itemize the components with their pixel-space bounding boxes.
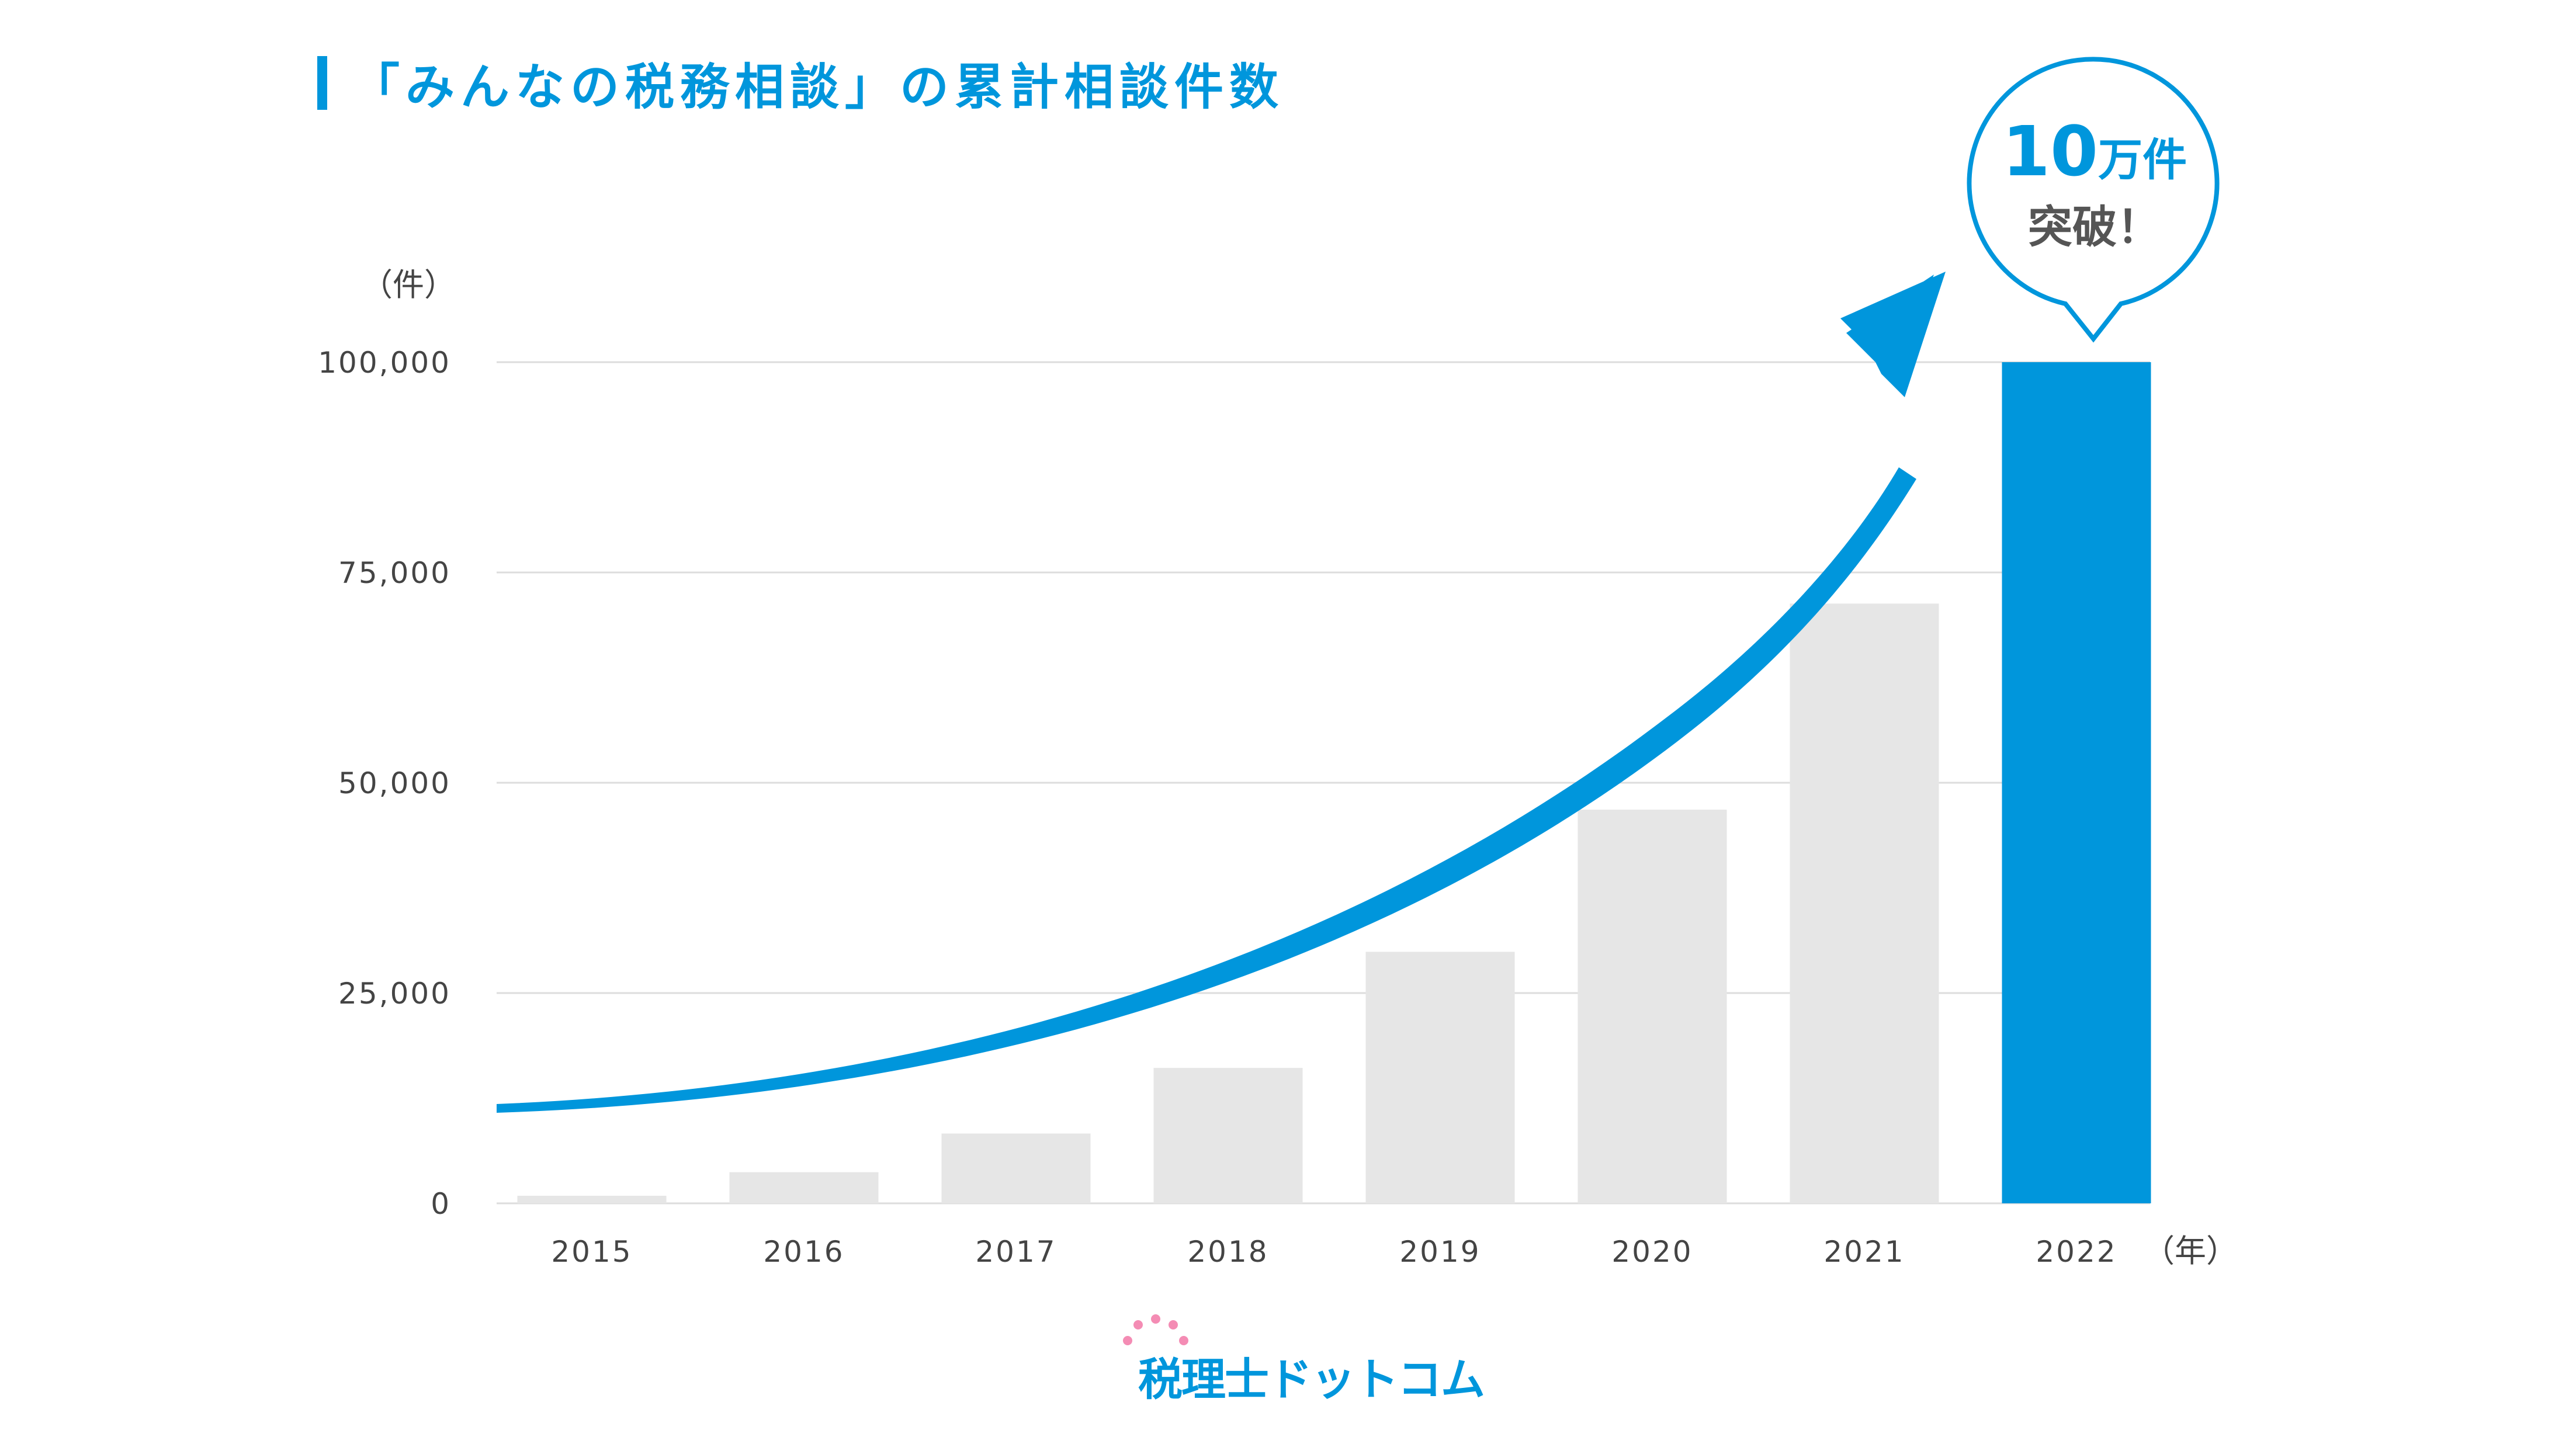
bar-2022 [2002,362,2151,1203]
bar-2017 [941,1133,1091,1203]
y-tick-label: 0 [431,1187,451,1221]
x-tick-label: 2019 [1399,1235,1481,1269]
x-tick-label: 2018 [1187,1235,1268,1269]
logo-sparkle-icon [1123,1314,1188,1345]
bar-2020 [1578,810,1727,1203]
badge-bubble [1967,57,2220,343]
badge-line1: 10万件 [2002,111,2187,192]
chart-title: 「みんなの税務相談」の累計相談件数 [351,58,1285,116]
x-unit-label: （年） [2143,1233,2238,1269]
bar-2016 [729,1172,879,1203]
bar-2018 [1153,1068,1303,1203]
x-tick-label: 2020 [1611,1235,1693,1269]
x-tick-label: 2017 [975,1235,1056,1269]
bar-2019 [1365,952,1515,1203]
y-tick-label: 50,000 [338,766,451,800]
bar-2021 [1790,603,1939,1203]
growth-arrow-body [497,467,1916,1113]
badge-line2: 突破！ [2028,201,2161,253]
y-tick-label: 75,000 [338,556,451,590]
y-tick-label: 100,000 [318,346,451,380]
badge: 10万件 突破！ [1967,57,2220,343]
y-unit-label: （件） [361,266,456,303]
bar-2015 [517,1196,667,1203]
logo-text: 税理士ドットコム [1138,1353,1485,1405]
x-tick-label: 2015 [551,1235,632,1269]
title-accent-bar [317,56,327,110]
logo: 税理士ドットコム [1115,1308,1489,1408]
x-tick-label: 2021 [1823,1235,1905,1269]
growth-arrow-head [1840,272,1946,397]
x-tick-label: 2016 [763,1235,844,1269]
x-tick-label: 2022 [2036,1235,2117,1269]
y-tick-label: 25,000 [338,977,451,1011]
